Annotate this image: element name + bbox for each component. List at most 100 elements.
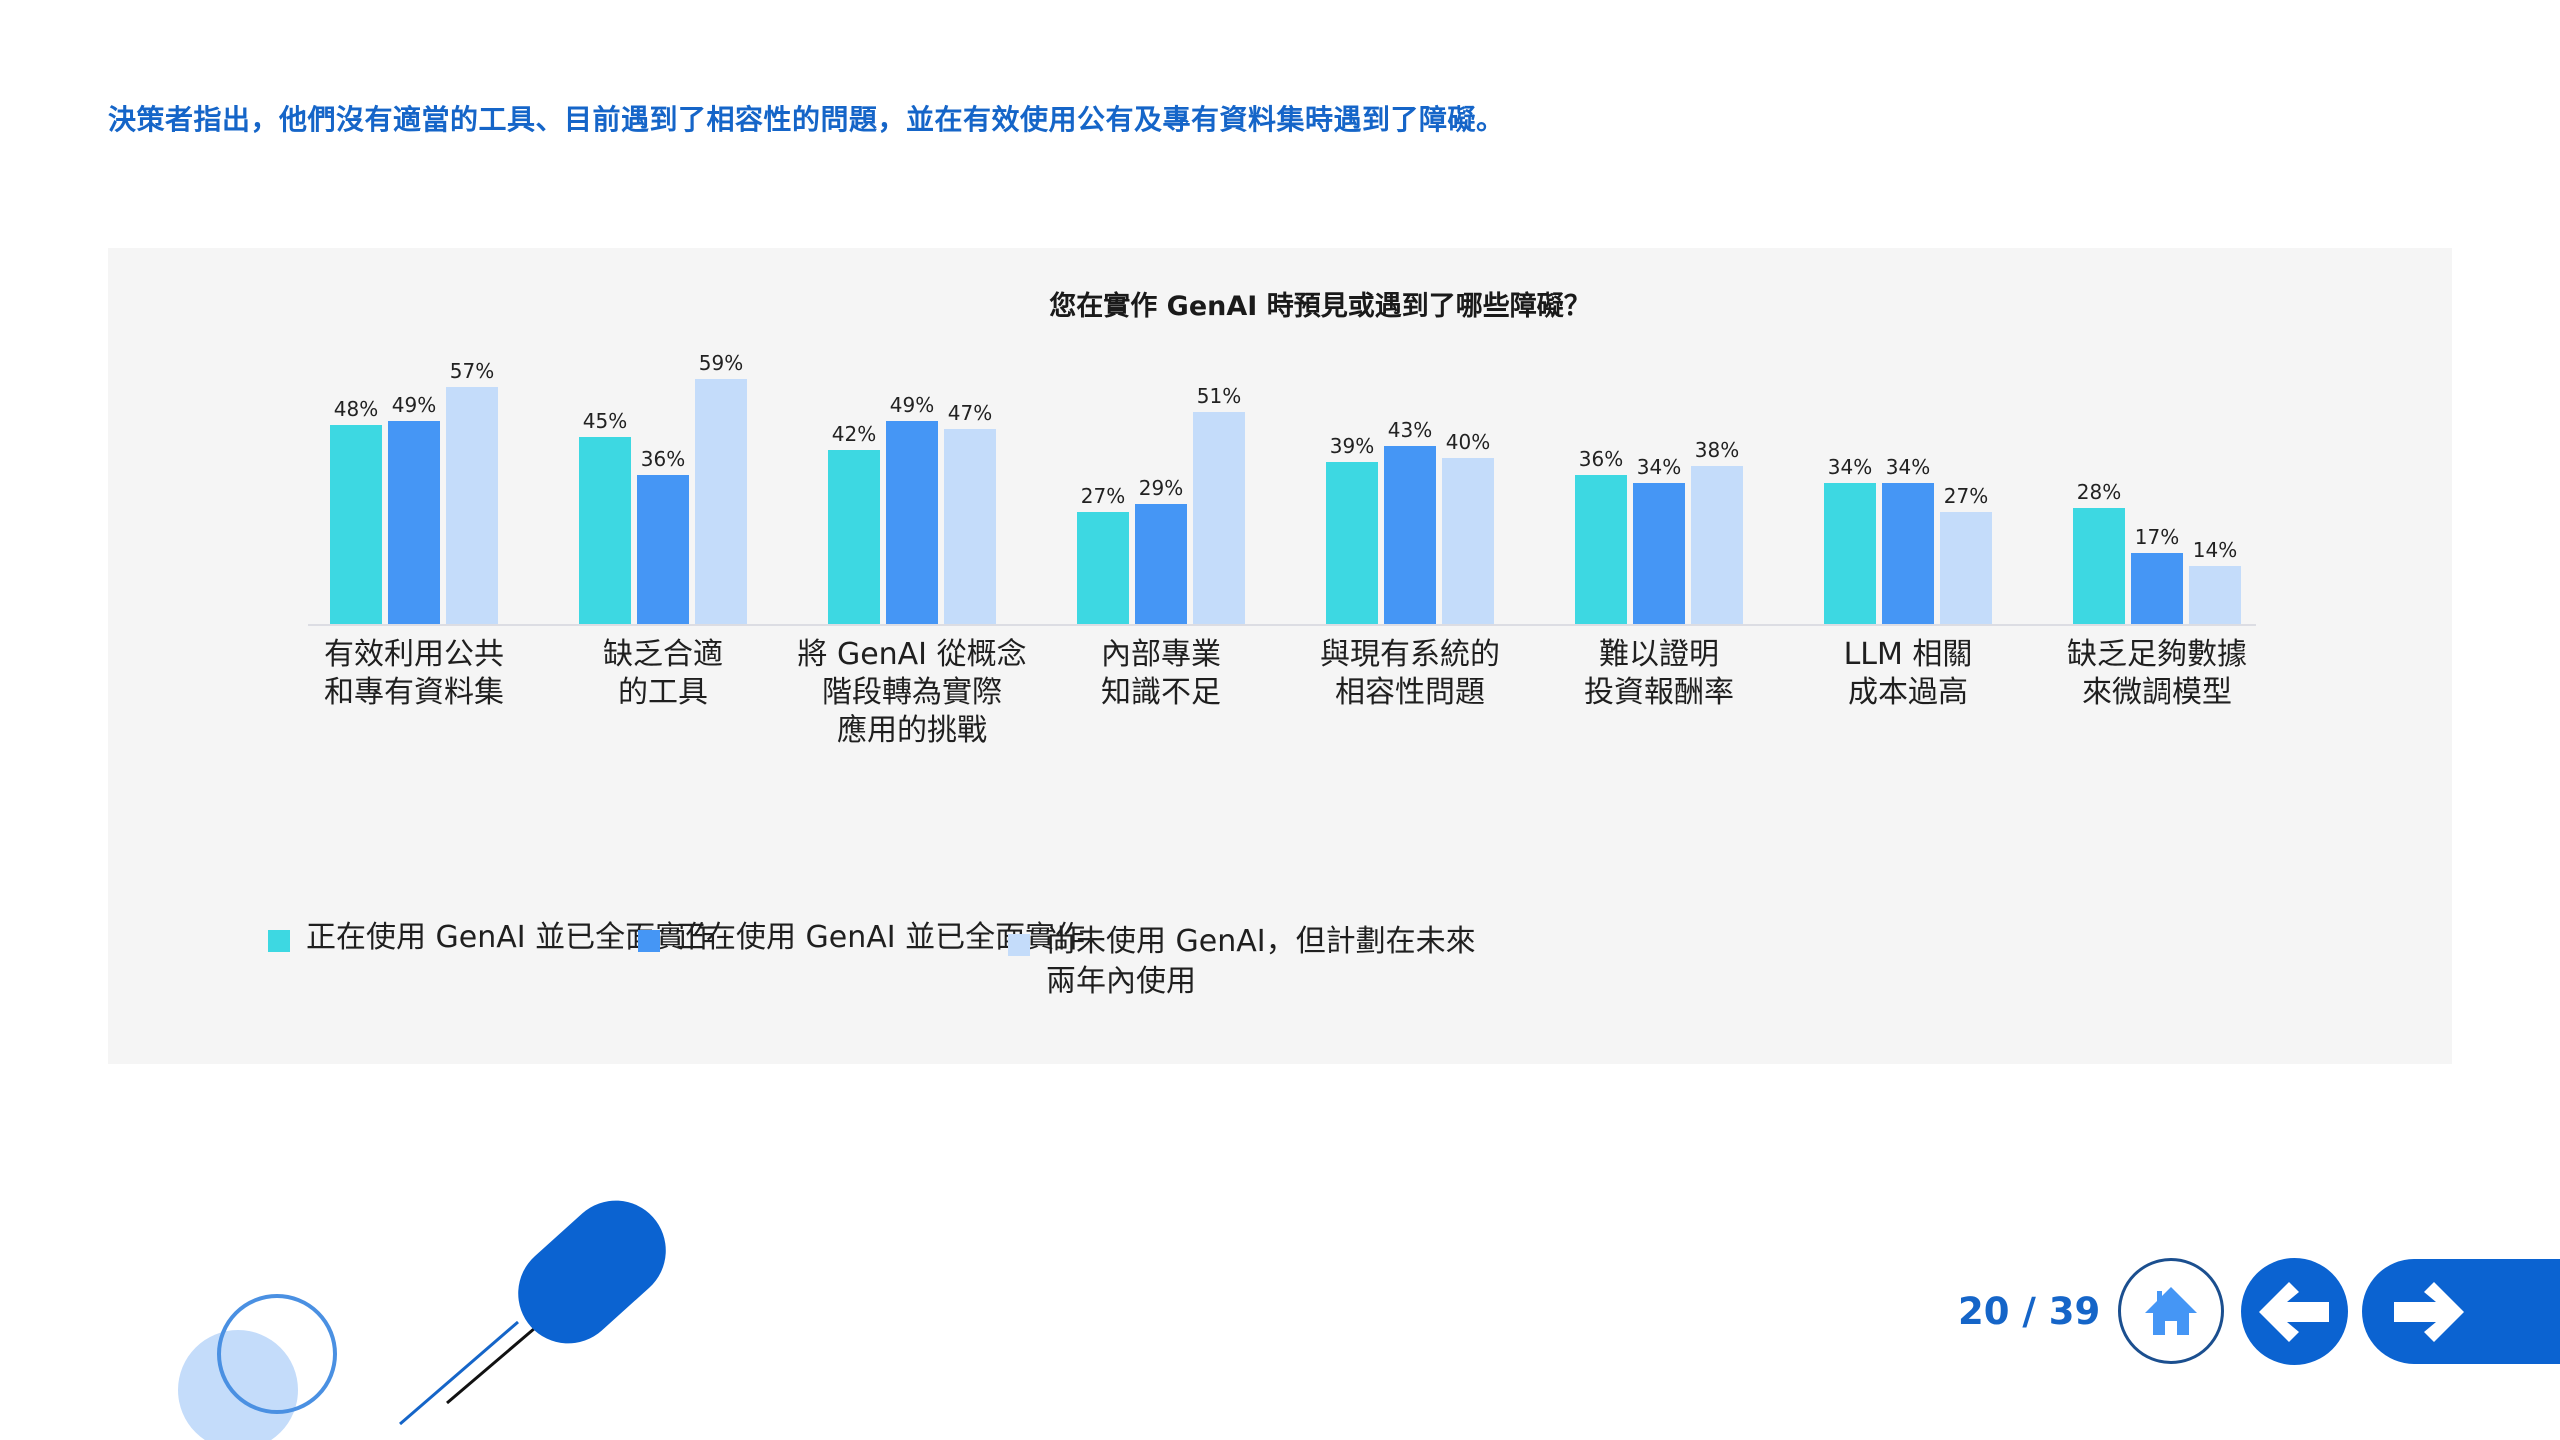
bar-fill — [1940, 512, 1992, 624]
bar: 36% — [637, 447, 689, 624]
bar-value-label: 39% — [1329, 434, 1375, 458]
deco-line-blue — [399, 1320, 519, 1426]
bar: 27% — [1940, 484, 1992, 624]
bar: 34% — [1633, 455, 1685, 624]
bar: 36% — [1575, 447, 1627, 624]
arrow-left-icon — [2258, 1281, 2329, 1342]
bar: 49% — [886, 393, 938, 624]
bar-fill — [1326, 462, 1378, 624]
bar-fill — [1882, 483, 1934, 624]
bar-fill — [695, 379, 747, 624]
bar-group: 42% 49% 47% — [828, 308, 998, 624]
bar-value-label: 40% — [1445, 430, 1491, 454]
bar: 27% — [1077, 484, 1129, 624]
bar: 45% — [579, 409, 631, 624]
deco-outline-circle — [217, 1294, 337, 1414]
bar-fill — [1135, 504, 1187, 624]
bar-value-label: 49% — [889, 393, 935, 417]
bar-value-label: 51% — [1196, 384, 1242, 408]
deco-pill — [518, 1200, 666, 1344]
decorative-shapes — [178, 1200, 666, 1440]
deco-filled-circle — [178, 1330, 298, 1440]
bar: 49% — [388, 393, 440, 624]
bar-value-label: 34% — [1636, 455, 1682, 479]
bar-group: 48% 49% 57% — [330, 308, 500, 624]
bar-fill — [1824, 483, 1876, 624]
bar: 34% — [1824, 455, 1876, 624]
bar: 43% — [1384, 418, 1436, 624]
category-label: 難以證明 投資報酬率 — [1584, 637, 1734, 710]
bar-value-label: 17% — [2134, 525, 2180, 549]
bar: 14% — [2189, 538, 2241, 624]
bar-fill — [944, 429, 996, 624]
arrow-right-icon — [2394, 1282, 2464, 1342]
bar-value-label: 42% — [831, 422, 877, 446]
bar-value-label: 47% — [947, 401, 993, 425]
bar-value-label: 38% — [1694, 438, 1740, 462]
legend-swatch — [268, 930, 290, 952]
bar-group: 36% 34% 38% — [1575, 308, 1745, 624]
bar-fill — [2131, 553, 2183, 624]
previous-button[interactable] — [2241, 1258, 2348, 1365]
bar: 48% — [330, 397, 382, 624]
bar-fill — [330, 425, 382, 624]
bar-value-label: 59% — [698, 351, 744, 375]
home-button[interactable] — [2118, 1258, 2224, 1364]
bar-value-label: 36% — [640, 447, 686, 471]
legend-swatch — [1008, 934, 1030, 956]
deco-line-black — [446, 1326, 536, 1405]
bar-value-label: 36% — [1578, 447, 1624, 471]
bar-value-label: 14% — [2192, 538, 2238, 562]
bar-value-label: 29% — [1138, 476, 1184, 500]
legend-swatch — [638, 930, 660, 952]
category-label: 缺乏合適 的工具 — [603, 637, 723, 710]
bar-group: 45% 36% 59% — [579, 308, 749, 624]
category-label: 與現有系統的 相容性問題 — [1320, 637, 1500, 710]
bar: 57% — [446, 359, 498, 624]
legend-item-fully-implemented-1: 正在使用 GenAI 並已全面實作 — [268, 918, 715, 958]
bar-value-label: 34% — [1885, 455, 1931, 479]
bar-value-label: 48% — [333, 397, 379, 421]
bar: 34% — [1882, 455, 1934, 624]
bar: 28% — [2073, 480, 2125, 624]
bar: 17% — [2131, 525, 2183, 624]
bar-group: 39% 43% 40% — [1326, 308, 1496, 624]
bar: 47% — [944, 401, 996, 624]
bar-fill — [1633, 483, 1685, 624]
bar: 59% — [695, 351, 747, 624]
bar-value-label: 49% — [391, 393, 437, 417]
home-icon — [2145, 1287, 2197, 1335]
bar-chart-plot: 48% 49% 57% 45% 36% 59% 42% 49% 47% 27% 29% 51% 39% 4… — [308, 308, 2258, 626]
bar: 42% — [828, 422, 880, 624]
next-button[interactable] — [2362, 1259, 2560, 1364]
bar-group: 27% 29% 51% — [1077, 308, 1247, 624]
bar-fill — [446, 387, 498, 624]
bar-fill — [2073, 508, 2125, 624]
category-label: LLM 相關 成本過高 — [1843, 637, 1973, 710]
bar-fill — [1384, 446, 1436, 624]
legend-item-fully-implemented-2: 正在使用 GenAI 並已全面實作 — [638, 918, 1085, 958]
bar: 29% — [1135, 476, 1187, 624]
bar: 40% — [1442, 430, 1494, 624]
bar-fill — [388, 421, 440, 624]
bar-value-label: 34% — [1827, 455, 1873, 479]
bar-fill — [2189, 566, 2241, 624]
bar-value-label: 45% — [582, 409, 628, 433]
x-axis-line — [308, 624, 2256, 626]
bar-fill — [1442, 458, 1494, 624]
category-label: 將 GenAI 從概念 階段轉為實際 應用的挑戰 — [797, 637, 1027, 748]
category-label: 內部專業 知識不足 — [1101, 637, 1221, 710]
bar-value-label: 27% — [1080, 484, 1126, 508]
bar-fill — [1077, 512, 1129, 624]
bar-value-label: 27% — [1943, 484, 1989, 508]
legend-item-planning: 尚未使用 GenAI，但計劃在未來 兩年內使用 — [1008, 922, 1476, 1002]
category-label: 有效利用公共 和專有資料集 — [324, 637, 504, 710]
bar-fill — [579, 437, 631, 624]
bar-value-label: 43% — [1387, 418, 1433, 442]
bar-group: 28% 17% 14% — [2073, 308, 2243, 624]
bar-fill — [1193, 412, 1245, 624]
bar: 38% — [1691, 438, 1743, 624]
bar-fill — [828, 450, 880, 624]
chart-title: 您在實作 GenAI 時預見或遇到了哪些障礙？ — [1049, 291, 1591, 322]
chart-panel: 您在實作 GenAI 時預見或遇到了哪些障礙？ 48% 49% 57% 45% 36% 5… — [108, 248, 2452, 1064]
